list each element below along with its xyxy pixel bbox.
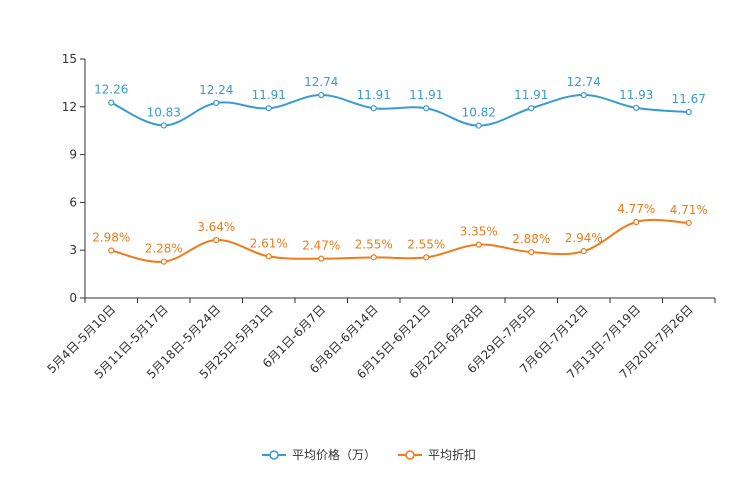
series-line-0 [110, 94, 689, 127]
data-point[interactable] [160, 258, 167, 265]
data-label: 2.98% [92, 231, 130, 245]
data-label: 4.71% [670, 203, 708, 217]
data-point[interactable] [265, 253, 272, 260]
data-label: 11.67 [672, 92, 706, 106]
legend-label: 平均折扣 [428, 447, 476, 462]
data-label: 2.55% [407, 237, 445, 251]
data-label: 10.83 [147, 105, 181, 119]
data-label: 12.74 [304, 75, 338, 89]
data-point[interactable] [370, 105, 377, 112]
data-label: 10.82 [462, 106, 496, 120]
data-point[interactable] [685, 219, 692, 227]
data-point[interactable] [685, 108, 692, 116]
y-tick-label: 9 [69, 148, 77, 162]
data-label: 2.47% [302, 239, 340, 253]
data-point[interactable] [580, 248, 587, 255]
data-label: 11.93 [619, 88, 653, 102]
data-point[interactable] [423, 105, 430, 112]
data-point[interactable] [633, 218, 640, 226]
data-label: 2.28% [145, 242, 183, 256]
data-label: 2.55% [355, 237, 393, 251]
legend-item-0[interactable]: 平均价格（万） [262, 447, 376, 462]
data-point[interactable] [265, 105, 272, 112]
data-point[interactable] [633, 104, 640, 112]
y-tick-label: 6 [69, 195, 77, 209]
data-label: 4.77% [617, 202, 655, 216]
data-label: 11.91 [514, 88, 548, 102]
data-label: 11.91 [409, 88, 443, 102]
data-label: 12.26 [94, 83, 128, 97]
series-line-1 [111, 218, 689, 263]
data-label: 3.64% [197, 220, 235, 234]
legend-label: 平均价格（万） [292, 447, 376, 462]
data-point[interactable] [108, 247, 115, 254]
data-label: 3.35% [460, 225, 498, 239]
data-point[interactable] [108, 99, 115, 106]
data-point[interactable] [160, 122, 167, 129]
data-point[interactable] [528, 249, 535, 256]
data-point[interactable] [370, 254, 377, 261]
data-point[interactable] [423, 254, 430, 261]
data-label: 2.94% [565, 231, 603, 245]
data-point[interactable] [318, 255, 325, 262]
y-tick-label: 0 [69, 291, 77, 305]
legend-item-1[interactable]: 平均折扣 [398, 447, 476, 462]
data-labels-layer: 12.26 10.83 12.24 11.91 12.74 11.91 11.91 10.82… [92, 75, 708, 256]
data-point[interactable] [213, 236, 220, 244]
data-point[interactable] [580, 91, 587, 99]
data-label: 12.24 [199, 83, 233, 97]
data-point[interactable] [213, 99, 220, 107]
data-point[interactable] [318, 91, 325, 99]
y-tick-label: 3 [69, 243, 77, 257]
y-tick-label: 15 [62, 52, 77, 66]
legend-marker [269, 450, 279, 460]
legend[interactable]: 平均价格（万） 平均折扣 [262, 447, 476, 462]
legend-marker [405, 450, 415, 460]
data-label: 2.88% [512, 232, 550, 246]
series-layer [108, 91, 692, 265]
data-point[interactable] [475, 241, 482, 248]
data-label: 2.61% [250, 236, 288, 250]
data-point[interactable] [528, 105, 535, 112]
data-label: 12.74 [567, 75, 601, 89]
data-label: 11.91 [357, 88, 391, 102]
data-label: 11.91 [252, 88, 286, 102]
data-point[interactable] [475, 122, 482, 129]
y-tick-label: 12 [62, 100, 77, 114]
